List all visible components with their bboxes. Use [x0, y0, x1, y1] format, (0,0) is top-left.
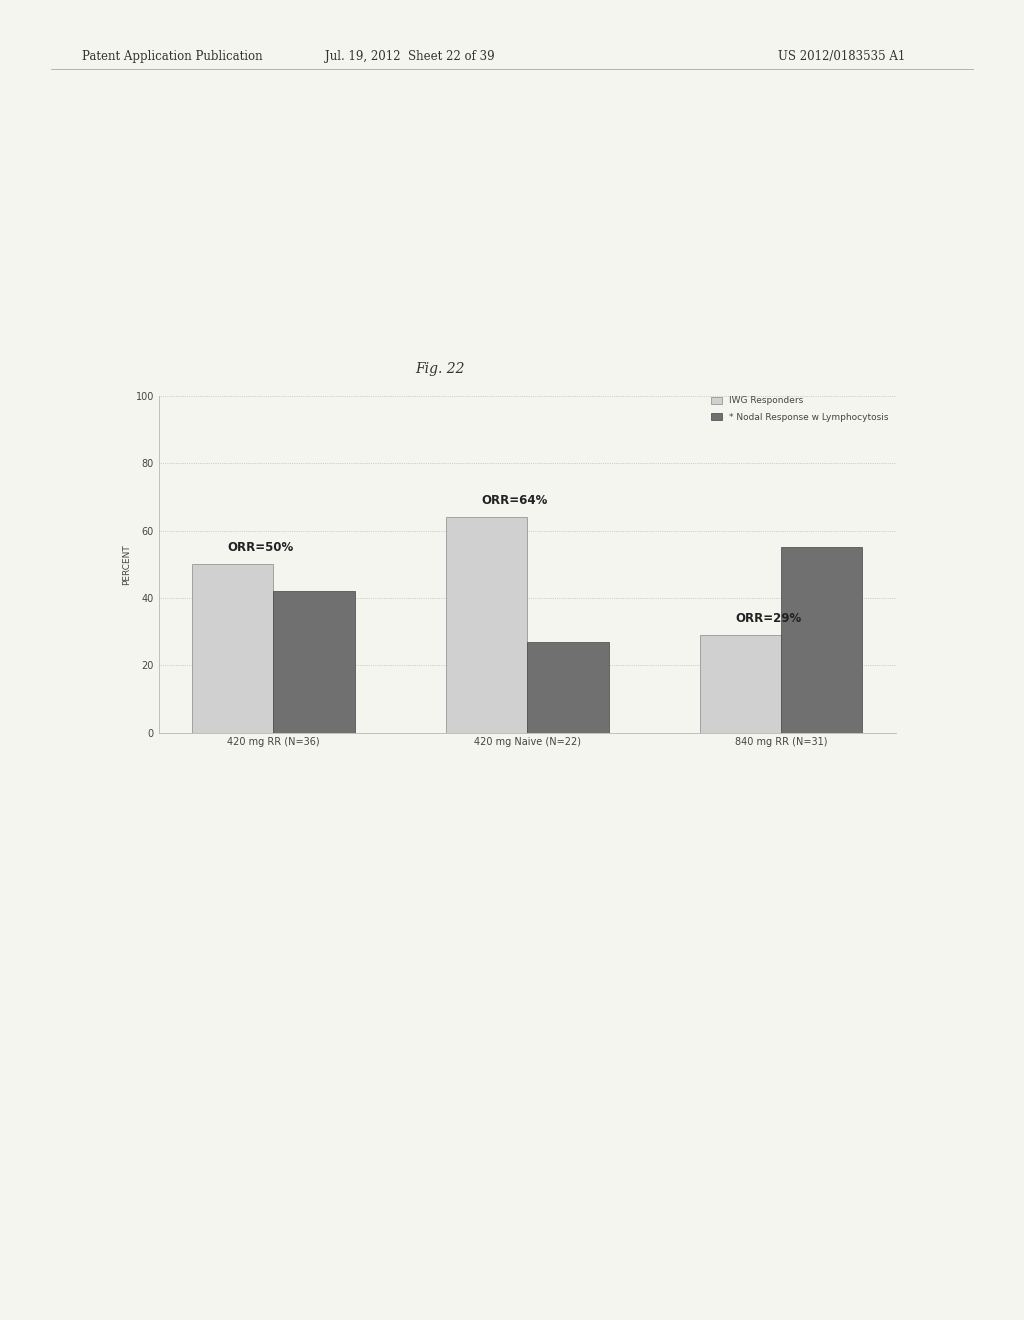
Bar — [446, 517, 527, 733]
Text: ORR=50%: ORR=50% — [227, 541, 294, 554]
Text: Patent Application Publication: Patent Application Publication — [82, 50, 262, 63]
Text: Fig. 22: Fig. 22 — [416, 362, 465, 376]
Bar — [527, 642, 608, 733]
Bar — [273, 591, 354, 733]
Legend: IWG Responders, * Nodal Response w Lymphocytosis: IWG Responders, * Nodal Response w Lymph… — [709, 393, 892, 425]
Bar — [781, 548, 862, 733]
Text: US 2012/0183535 A1: US 2012/0183535 A1 — [778, 50, 905, 63]
Text: ORR=64%: ORR=64% — [481, 494, 548, 507]
Bar — [700, 635, 781, 733]
Bar — [193, 565, 273, 733]
Y-axis label: PERCENT: PERCENT — [122, 544, 131, 585]
Text: Jul. 19, 2012  Sheet 22 of 39: Jul. 19, 2012 Sheet 22 of 39 — [325, 50, 495, 63]
Text: ORR=29%: ORR=29% — [735, 612, 802, 624]
